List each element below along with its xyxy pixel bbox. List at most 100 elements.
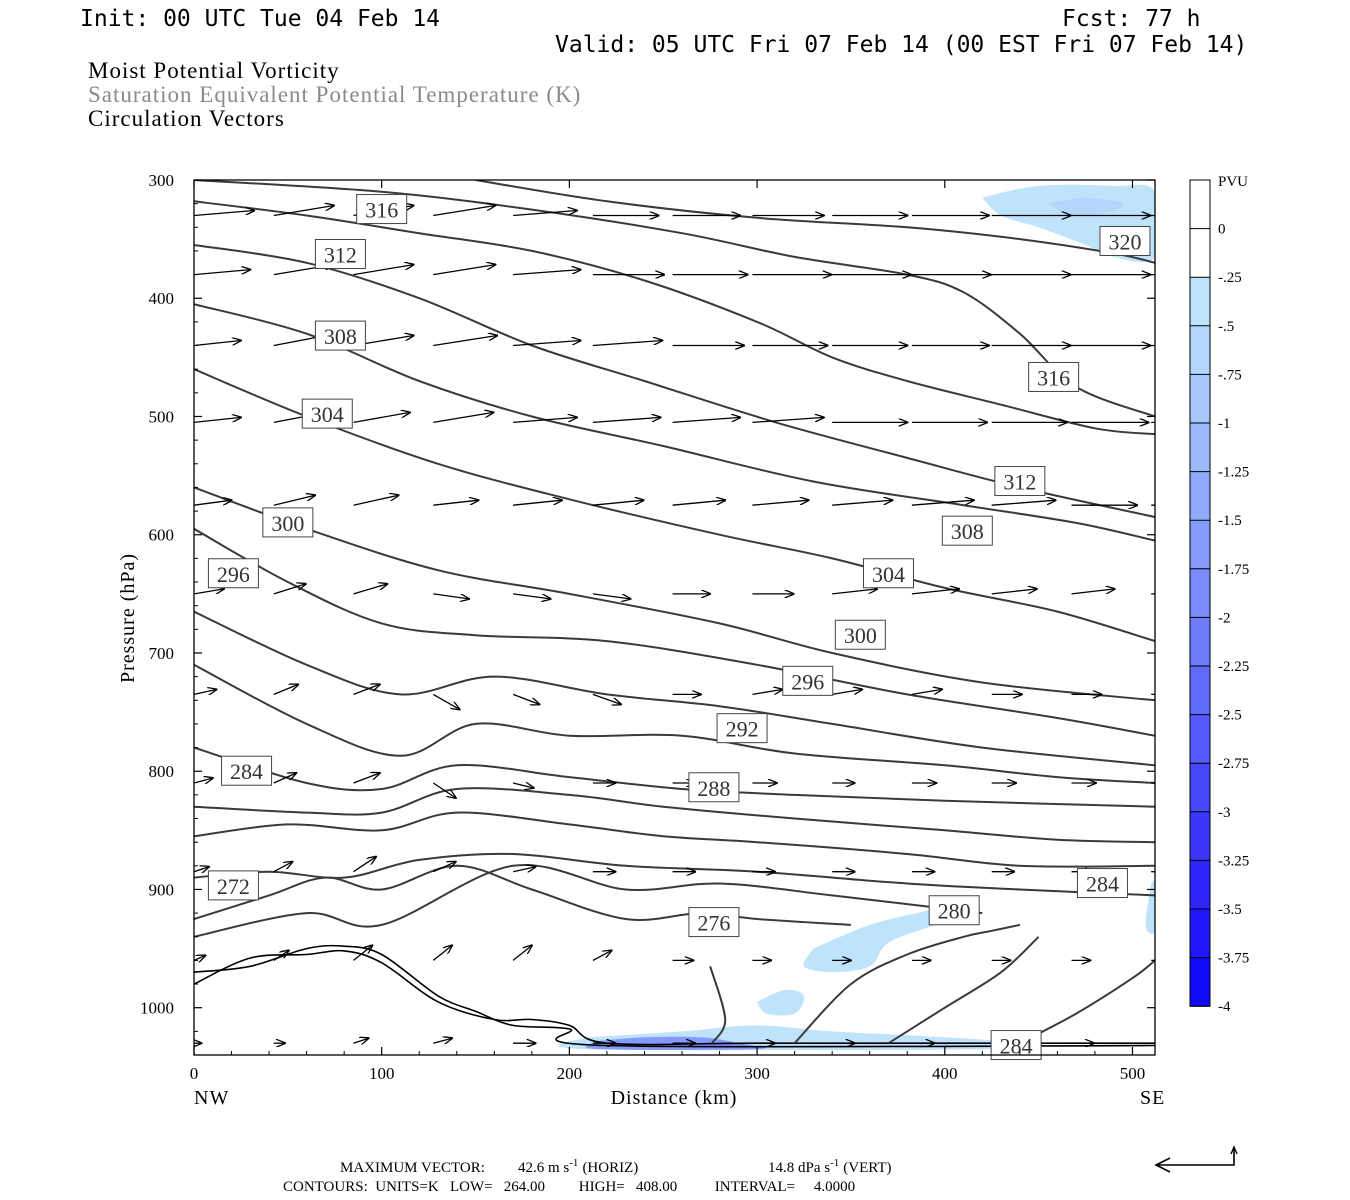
max-vector-horiz: 42.6 m s: [518, 1160, 569, 1176]
colorbar-label: -3.5: [1218, 902, 1242, 918]
contour-label-296: 296: [207, 558, 259, 589]
wind-vector: [592, 417, 661, 424]
colorbar-swatch: [1190, 471, 1210, 521]
contour-label-box: [207, 870, 259, 901]
wind-vector: [592, 341, 662, 347]
contour-label-box: [356, 194, 408, 225]
contour-label-312: 312: [994, 466, 1046, 497]
y-tick-label: 800: [149, 762, 175, 781]
wind-vector: [1071, 589, 1115, 595]
wind-vector: [194, 589, 224, 595]
colorbar-swatch: [1190, 811, 1210, 861]
colorbar-label: -1.75: [1218, 562, 1249, 578]
wind-vector: [513, 593, 551, 599]
colorbar-swatch: [1190, 325, 1210, 375]
x-axis-title: Distance (km): [611, 1087, 738, 1109]
wind-vector: [433, 206, 495, 217]
surface-line-1: [194, 944, 1155, 1048]
colorbar-label: -1: [1218, 416, 1231, 432]
wind-vector: [752, 500, 808, 506]
x-tick-label: 0: [190, 1064, 199, 1083]
contour-label-text: 284: [230, 759, 263, 784]
valid-time: Valid: 05 UTC Fri 07 Feb 14 (00 EST Fri …: [555, 32, 1247, 58]
colorbar-swatch: [1190, 763, 1210, 812]
wind-vector: [433, 265, 495, 276]
wind-vector: [273, 206, 334, 217]
wind-vector: [911, 500, 974, 506]
wind-vector: [432, 693, 459, 709]
contour-label-text: 312: [1003, 470, 1036, 495]
contour-label-280: 280: [928, 895, 980, 926]
y-tick-label: 400: [149, 289, 175, 308]
contour-label-316: 316: [356, 194, 408, 225]
footer-max-vector: MAXIMUM VECTOR: 42.6 m s-1 (HORIZ) 14.8 d…: [340, 1157, 892, 1176]
y-tick-label: 700: [149, 644, 175, 663]
contour-label-box: [862, 558, 914, 589]
wind-vector: [432, 945, 452, 961]
x-end-left: NW: [194, 1087, 229, 1109]
contour-label-box: [716, 713, 768, 744]
colorbar-label: -3.25: [1218, 853, 1249, 869]
contour-label-text: 284: [1086, 872, 1119, 897]
contour-272: [194, 864, 851, 926]
wind-vector: [513, 341, 581, 347]
contour-label-308: 308: [941, 515, 993, 546]
contour-296: [194, 663, 1155, 784]
colorbar-label: -.5: [1218, 319, 1234, 335]
wind-vector: [273, 495, 315, 506]
contour-324: [194, 200, 1155, 436]
lower-contour-2: [887, 936, 1040, 1045]
forecast-hour: Fcst: 77 h: [1062, 6, 1200, 32]
wind-vector: [353, 584, 388, 595]
wind-vector: [832, 689, 862, 696]
colorbar-label: -.75: [1218, 367, 1242, 383]
wind-vector: [752, 417, 823, 424]
contour-label-320: 320: [1099, 225, 1151, 256]
wind-vector: [832, 500, 892, 506]
wind-vector: [273, 862, 293, 873]
wind-vector: [433, 412, 493, 424]
wind-vector: [592, 950, 612, 961]
axes: 300 400 500 600 700 800 900 1000 0 100 200 300 400 50…: [140, 171, 1155, 1083]
wind-vector: [752, 689, 782, 696]
contour-label-288: 288: [688, 772, 740, 803]
wind-vector: [433, 593, 469, 599]
contour-label-box: [207, 558, 259, 589]
colorbar-label: -1.5: [1218, 513, 1242, 529]
contour-label-box: [941, 515, 993, 546]
contour-320: [194, 244, 1155, 518]
contour-304: [194, 527, 1155, 737]
contour-label-text: 296: [791, 669, 824, 694]
contour-label-272: 272: [207, 870, 259, 901]
colorbar-swatch: [1190, 228, 1210, 278]
wind-vector: [353, 773, 380, 784]
wind-vector: [911, 689, 942, 696]
colorbar-swatch: [1190, 617, 1210, 666]
wind-vector: [592, 593, 631, 599]
colorbar-label: -4: [1218, 999, 1231, 1015]
colorbar-swatch: [1190, 568, 1210, 618]
wind-vector: [513, 500, 562, 506]
contour-280: [194, 852, 1155, 897]
wind-vector: [194, 689, 217, 694]
max-vector-label: MAXIMUM VECTOR:: [340, 1160, 485, 1176]
contour-label-text: 316: [365, 198, 398, 223]
legend-mpv: Moist Potential Vorticity: [88, 58, 340, 83]
lower-contour-1: [793, 923, 1021, 1044]
x-tick-label: 400: [932, 1064, 958, 1083]
wind-vector: [194, 270, 250, 276]
wind-vector: [433, 500, 478, 506]
x-tick-label: 300: [744, 1064, 770, 1083]
colorbar-label: -2.5: [1218, 708, 1242, 724]
contour-292: [194, 746, 1155, 808]
wind-vector: [592, 693, 621, 704]
wind-vector: [911, 589, 959, 595]
lower-contour-3: [1019, 959, 1155, 1045]
contour-label-box: [301, 398, 353, 429]
contour-label-box: [834, 619, 886, 650]
colorbar-swatch: [1190, 180, 1210, 229]
wind-vector: [832, 589, 877, 595]
pv-region-1: [1048, 197, 1124, 215]
max-vector-vert: 14.8 dPa s: [768, 1160, 830, 1176]
